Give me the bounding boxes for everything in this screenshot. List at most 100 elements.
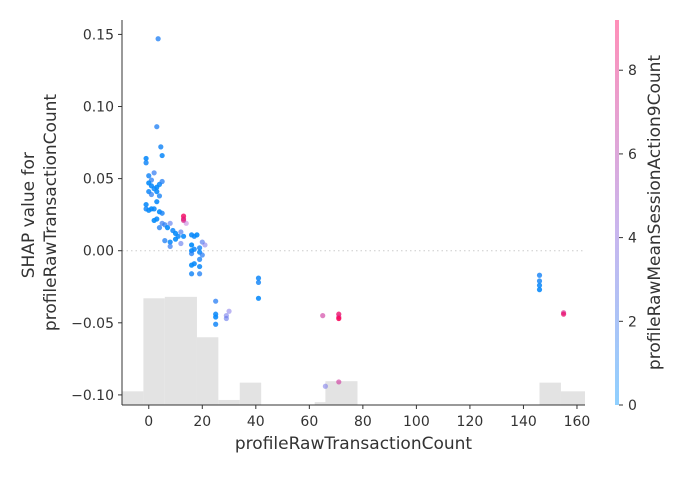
x-tick-label: 100 <box>403 414 430 430</box>
colorbar <box>615 20 619 405</box>
scatter-point <box>213 298 219 304</box>
scatter-point <box>151 217 157 224</box>
scatter-point <box>146 173 152 179</box>
scatter-point <box>154 199 160 205</box>
scatter-point <box>180 217 187 224</box>
histogram-bar <box>164 296 197 405</box>
x-tick-label: 20 <box>193 414 211 430</box>
y-tick-label: 0.10 <box>83 100 114 116</box>
scatter-point <box>156 225 163 231</box>
x-tick-label: 140 <box>510 414 537 430</box>
scatter-point <box>536 287 543 293</box>
scatter-point <box>320 312 326 319</box>
scatter-point <box>167 243 173 249</box>
scatter-point <box>156 193 163 199</box>
histogram-bar <box>196 337 219 405</box>
colorbar-tick-label: 8 <box>628 63 637 79</box>
scatter-point <box>188 271 195 277</box>
scatter-point <box>223 315 229 322</box>
y-tick-label: 0.05 <box>83 172 114 188</box>
x-ticks: 0 20 40 60 80 100 120 140 160 <box>144 405 590 430</box>
histogram-bar <box>239 382 262 405</box>
scatter-point <box>255 275 262 281</box>
scatter-point <box>143 160 149 166</box>
y-tick-label: −0.10 <box>71 388 114 404</box>
histogram-bar <box>143 298 165 405</box>
scatter-point <box>143 155 149 162</box>
scatter-point <box>255 295 262 301</box>
scatter-point <box>178 240 184 247</box>
scatter-point <box>148 191 155 198</box>
histogram-bar <box>325 381 358 405</box>
scatter-point <box>536 278 543 284</box>
colorbar-tick-label: 0 <box>628 398 637 414</box>
histogram-layer <box>122 296 585 405</box>
scatter-point <box>255 279 262 286</box>
histogram-bar <box>539 382 561 405</box>
scatter-point <box>536 272 543 278</box>
scatter-point <box>213 314 219 320</box>
y-axis-label-line-1: SHAP value for <box>19 152 39 278</box>
x-tick-label: 60 <box>300 414 318 430</box>
scatter-point <box>213 321 219 327</box>
y-tick-label: 0.15 <box>83 27 114 43</box>
scatter-point <box>180 233 187 239</box>
scatter-point <box>167 239 173 245</box>
colorbar-tick-label: 2 <box>628 314 637 330</box>
scatter-point <box>197 245 203 251</box>
scatter-point <box>322 383 328 389</box>
colorbar-tick-label: 4 <box>628 231 637 247</box>
scatter-point <box>188 242 195 248</box>
scatter-point <box>226 308 232 314</box>
scatter-point <box>154 188 160 195</box>
scatter-point <box>151 206 157 212</box>
scatter-point <box>172 236 179 242</box>
scatter-point <box>197 271 203 277</box>
x-tick-label: 120 <box>457 414 484 430</box>
scatter-point <box>188 262 195 268</box>
scatter-point <box>159 178 165 185</box>
scatter-point <box>146 207 152 213</box>
x-tick-label: 0 <box>144 414 153 430</box>
scatter-point <box>188 250 195 257</box>
scatter-point <box>158 144 164 150</box>
x-tick-label: 80 <box>354 414 372 430</box>
histogram-bar <box>218 399 240 405</box>
scatter-point <box>162 238 168 244</box>
y-tick-label: −0.05 <box>71 316 114 332</box>
scatter-point <box>202 242 208 248</box>
scatter-points <box>143 36 567 389</box>
x-axis-label: profileRawTransactionCount <box>235 434 473 454</box>
y-tick-label: 0.00 <box>83 244 114 260</box>
y-axis-label: SHAP value for profileRawTransactionCoun… <box>19 94 61 332</box>
scatter-point <box>155 36 161 42</box>
x-tick-label: 40 <box>247 414 265 430</box>
y-ticks: 0.15 0.10 0.05 0.00 −0.05 −0.10 <box>71 27 122 404</box>
histogram-bar <box>122 391 144 405</box>
scatter-point <box>143 201 149 208</box>
scatter-point <box>197 256 203 262</box>
scatter-point <box>199 252 205 258</box>
scatter-point <box>197 263 203 270</box>
scatter-point <box>164 225 171 231</box>
y-axis-label-line-2: profileRawTransactionCount <box>41 94 61 332</box>
scatter-point <box>154 124 160 130</box>
scatter-point <box>167 220 173 226</box>
scatter-point <box>159 152 165 159</box>
scatter-point <box>194 232 200 238</box>
scatter-point <box>336 315 342 322</box>
scatter-point <box>183 220 189 226</box>
scatter-point <box>536 282 543 288</box>
scatter-point <box>159 210 165 216</box>
x-tick-label: 160 <box>564 414 591 430</box>
scatter-point <box>560 311 567 317</box>
scatter-point <box>151 170 157 176</box>
colorbar-ticks: 0 2 4 6 8 <box>619 63 637 414</box>
scatter-point <box>336 379 342 385</box>
scatter-point <box>178 229 184 235</box>
colorbar-label: profileRawMeanSessionAction9Count <box>645 55 665 371</box>
colorbar-tick-label: 6 <box>628 147 637 163</box>
histogram-bar <box>560 391 585 405</box>
